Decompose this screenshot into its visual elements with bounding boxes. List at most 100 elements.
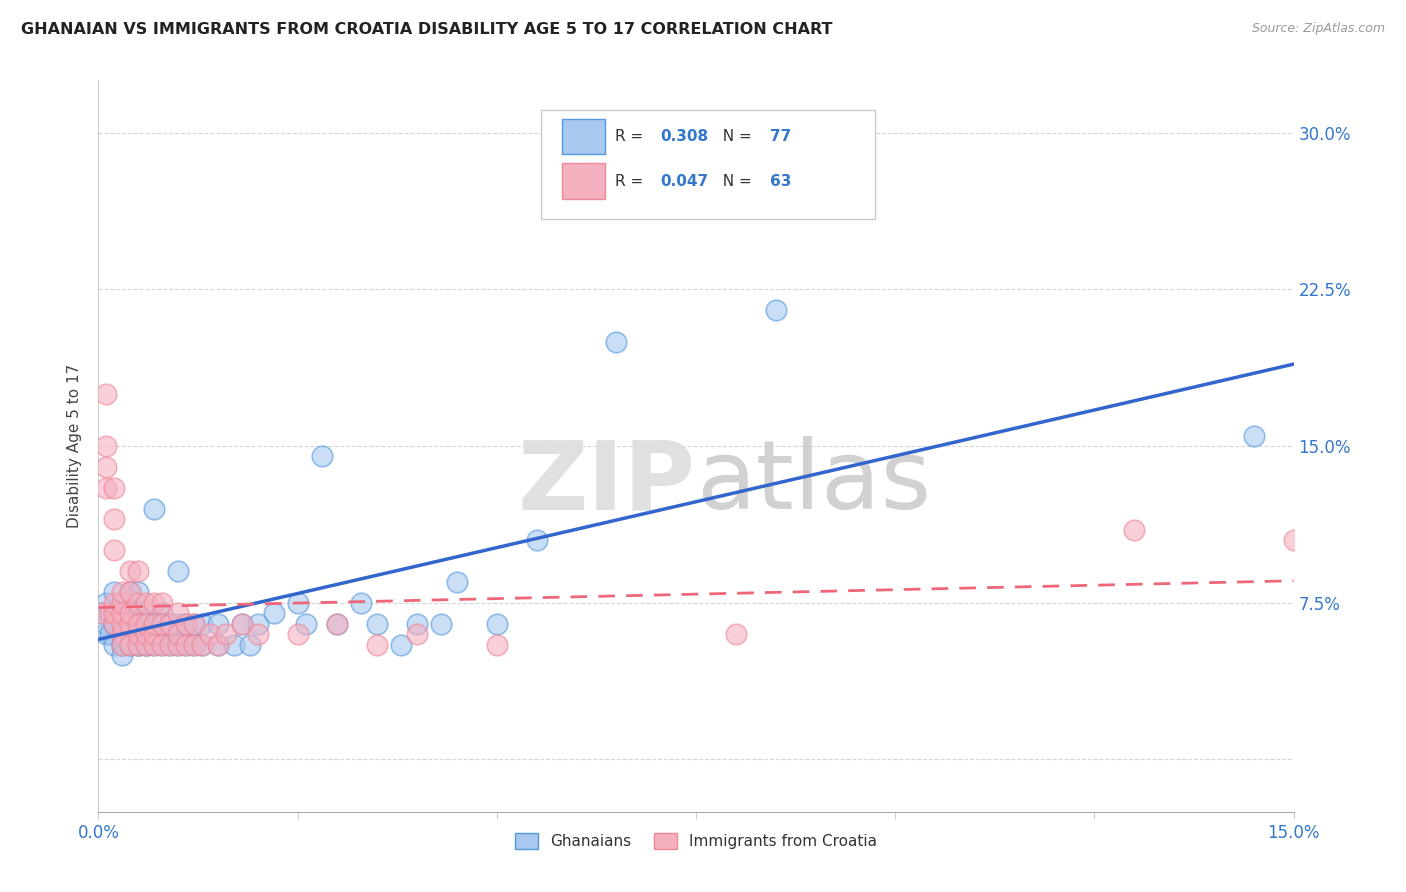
Point [120,627,142,641]
Point [120,565,142,579]
Point [183,616,205,631]
Point [143,627,166,641]
Point [120,627,142,641]
Point [406,616,429,631]
Point [127,565,149,579]
Text: ZIP: ZIP [517,436,696,529]
Point [96,439,118,453]
Point [111,638,134,652]
Point [183,616,205,631]
Point [143,638,166,652]
Point [246,616,269,631]
Point [96,627,118,641]
Point [127,616,149,631]
Point [111,596,134,610]
Point [127,627,149,641]
Point [311,450,333,464]
Point [98,627,122,641]
Point [103,543,125,558]
Point [143,501,166,516]
Point [326,616,349,631]
Point [111,627,134,641]
Point [96,616,118,631]
Point [1322,554,1344,568]
Point [127,596,149,610]
Point [159,616,181,631]
Point [96,459,118,474]
Point [150,616,173,631]
Point [120,638,142,652]
Point [127,616,149,631]
Point [167,638,190,652]
Point [98,606,122,620]
Point [183,638,205,652]
Point [198,627,221,641]
Point [127,627,149,641]
Point [159,638,181,652]
Point [135,627,157,641]
Point [127,585,149,599]
Point [111,638,134,652]
Point [91,606,114,620]
Point [96,386,118,401]
Text: 63: 63 [770,174,792,189]
Point [111,606,134,620]
Point [111,585,134,599]
Point [191,616,214,631]
Point [120,585,142,599]
Point [294,616,316,631]
Point [135,638,157,652]
Point [350,596,373,610]
Point [174,616,197,631]
Point [150,638,173,652]
Point [246,627,269,641]
Point [724,627,747,641]
Point [103,596,125,610]
Point [103,606,125,620]
Point [174,616,197,631]
Legend: Ghanaians, Immigrants from Croatia: Ghanaians, Immigrants from Croatia [509,827,883,855]
Point [111,616,134,631]
Text: 0.308: 0.308 [661,129,709,144]
Point [143,596,166,610]
Point [159,616,181,631]
Point [406,627,429,641]
Point [167,638,190,652]
Point [174,638,197,652]
Point [1243,428,1265,442]
Text: R =: R = [614,174,648,189]
Point [366,638,388,652]
Point [103,638,125,652]
Point [120,606,142,620]
Point [103,481,125,495]
Point [103,616,125,631]
Point [150,638,173,652]
Point [120,585,142,599]
Point [231,616,253,631]
Text: GHANAIAN VS IMMIGRANTS FROM CROATIA DISABILITY AGE 5 TO 17 CORRELATION CHART: GHANAIAN VS IMMIGRANTS FROM CROATIA DISA… [21,22,832,37]
Point [287,596,309,610]
Point [765,303,787,318]
Point [366,616,388,631]
Point [120,616,142,631]
Point [111,616,134,631]
Point [127,606,149,620]
Point [111,606,134,620]
Text: R =: R = [614,129,648,144]
Point [183,638,205,652]
Point [96,596,118,610]
Point [127,638,149,652]
Point [446,574,468,589]
Point [287,627,309,641]
Point [135,606,157,620]
Point [485,638,508,652]
Point [159,638,181,652]
Point [239,638,262,652]
Point [135,627,157,641]
FancyBboxPatch shape [562,163,605,199]
Point [605,334,627,349]
Point [150,596,173,610]
Point [120,606,142,620]
Point [207,638,229,652]
Point [135,616,157,631]
